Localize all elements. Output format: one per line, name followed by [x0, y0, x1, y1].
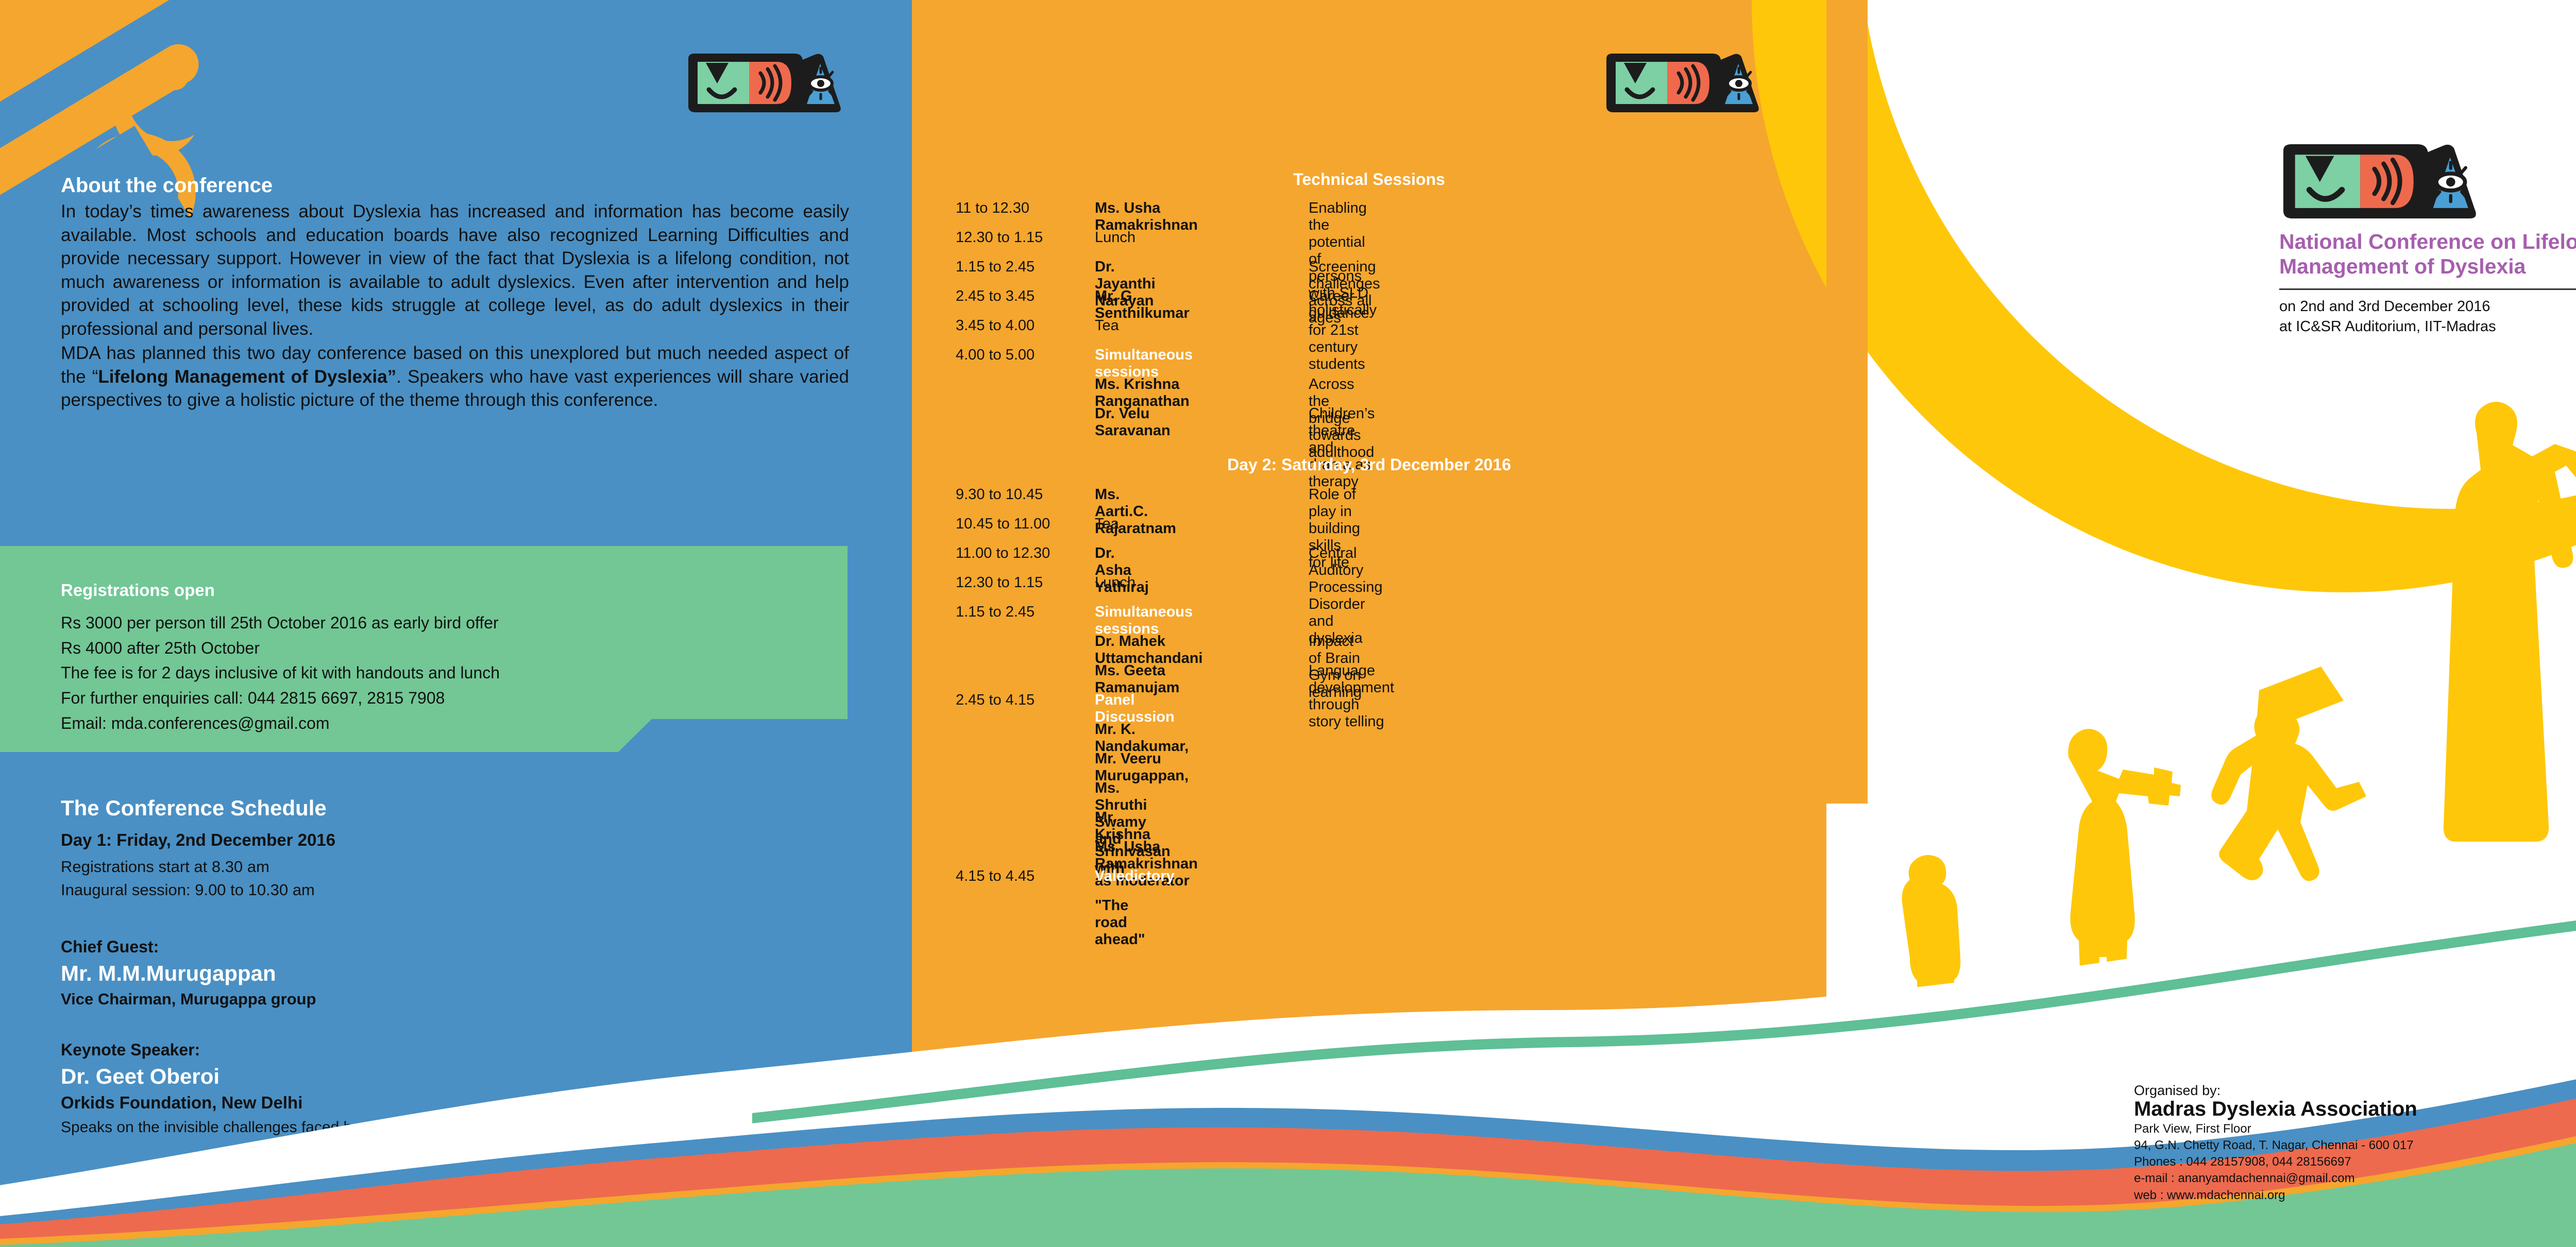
registration-line: For further enquiries call: 044 2815 669…	[61, 688, 445, 707]
chief-guest-label: Chief Guest:	[61, 937, 159, 956]
schedule-speaker: Tea	[1095, 516, 1119, 532]
schedule-speaker: Tea	[1095, 317, 1119, 334]
orange-edge-strip-decoration	[1826, 0, 1868, 804]
registration-line: The fee is for 2 days inclusive of kit w…	[61, 663, 500, 682]
schedule-speaker: Simultaneous sessions	[1095, 347, 1193, 380]
schedule-time: 3.45 to 4.00	[956, 317, 1035, 334]
schedule-speaker: Dr. Asha Yathiraj	[1095, 545, 1149, 595]
child-silhouette-icon	[1902, 855, 1961, 1020]
bottom-wave-decoration	[0, 856, 2576, 1247]
schedule-speaker: Lunch	[1095, 574, 1136, 591]
day1-heading: Day 1: Friday, 2nd December 2016	[61, 830, 336, 849]
schedule-speaker: Simultaneous sessions	[1095, 604, 1193, 637]
schedule-time: 12.30 to 1.15	[956, 574, 1043, 591]
technical-sessions-title: Technical Sessions	[1293, 170, 1445, 189]
about-paragraph-2: MDA has planned this two day conference …	[61, 341, 849, 412]
day2-schedule-title: Day 2: Saturday, 3rd December 2016	[1227, 455, 1511, 474]
schedule-speaker: Lunch	[1095, 229, 1136, 246]
about-p2-pre: MDA has planned this two day conference …	[61, 343, 849, 387]
registration-line: Rs 3000 per person till 25th October 201…	[61, 613, 499, 632]
schedule-time: 1.15 to 2.45	[956, 259, 1035, 275]
schedule-speaker: Ms. Shruthi Swamy and	[1095, 780, 1147, 847]
schedule-speaker: Ms. Usha Ramakrishnan	[1095, 200, 1198, 233]
conference-schedule-title: The Conference Schedule	[61, 796, 327, 820]
schedule-time: 2.45 to 3.45	[956, 288, 1035, 304]
schedule-topic: Central Auditory Processing Disorder and…	[1309, 545, 1383, 646]
registrations-start-line: Registrations start at 8.30 am	[61, 858, 269, 876]
registration-title: Registrations open	[61, 580, 215, 600]
organiser-block: Organised by: Madras Dyslexia Associatio…	[2134, 1083, 2526, 1204]
schedule-topic: Children’s theatre and drama as therapy	[1309, 405, 1375, 490]
about-p2-theme: Lifelong Management of Dyslexia”	[98, 366, 397, 387]
mda-logo-icon-middle	[1603, 52, 1762, 116]
schedule-time: 12.30 to 1.15	[956, 229, 1043, 246]
schedule-topic: Across the bridge towards adulthood	[1309, 376, 1375, 460]
schedule-speaker: Dr. Velu Saravanan	[1095, 405, 1171, 439]
mda-logo-icon-right	[2279, 142, 2480, 223]
schedule-speaker: Mr. Krishna Srinivasan with	[1095, 809, 1171, 877]
schedule-speaker: "The road ahead"	[1095, 897, 1145, 948]
conference-title: National Conference on Lifelong Manageme…	[2279, 230, 2576, 278]
wave-green-front	[0, 1143, 2576, 1247]
schedule-time: 2.45 to 4.15	[956, 692, 1035, 708]
organiser-web[interactable]: web : www.mdachennai.org	[2134, 1188, 2285, 1202]
conference-dates: on 2nd and 3rd December 2016	[2279, 298, 2490, 315]
schedule-speaker: Mr. K. Nandakumar,	[1095, 721, 1189, 755]
schedule-time: 11 to 12.30	[956, 200, 1029, 216]
schedule-time: 4.00 to 5.00	[956, 347, 1035, 363]
schedule-speaker: Ms. Usha Ramakrishnan as moderator	[1095, 839, 1198, 889]
schedule-topic: Enabling the potential of persons with S…	[1309, 200, 1377, 318]
about-section-title: About the conference	[61, 174, 273, 197]
schedule-speaker: Dr. Mahek Uttamchandani	[1095, 633, 1203, 667]
silhouette-illustration-group	[1826, 402, 2576, 1020]
schedule-time: 4.15 to 4.45	[956, 868, 1035, 884]
registration-details: Rs 3000 per person till 25th October 201…	[61, 610, 500, 736]
inaugural-session-line: Inaugural session: 9.00 to 10.30 am	[61, 881, 315, 899]
keynote-speaker-name: Dr. Geet Oberoi	[61, 1064, 220, 1088]
keynote-speaker-org: Orkids Foundation, New Delhi	[61, 1093, 303, 1112]
keynote-speaker-label: Keynote Speaker:	[61, 1040, 200, 1059]
registration-email[interactable]: Email: mda.conferences@gmail.com	[61, 713, 330, 732]
organised-by-label: Organised by:	[2134, 1083, 2221, 1098]
organiser-address-2: 94, G.N. Chetty Road, T. Nagar, Chennai …	[2134, 1138, 2414, 1153]
about-p2-post: . Speakers who have vast experiences wil…	[61, 366, 849, 411]
graduate-jumping-silhouette-icon	[2211, 667, 2366, 881]
schedule-topic: Language development through story telli…	[1309, 662, 1395, 730]
schedule-topic: Role of play in building skills for life	[1309, 486, 1360, 571]
schedule-speaker: Panel Discussion	[1095, 692, 1175, 725]
girl-with-trumpet-silhouette-icon	[2068, 729, 2181, 1020]
schedule-time: 1.15 to 2.45	[956, 604, 1035, 620]
registration-card	[0, 546, 848, 752]
schedule-topic: Impact of Brain Gym on learning	[1309, 633, 1362, 701]
schedule-time: 11.00 to 12.30	[956, 545, 1050, 561]
schedule-time: 9.30 to 10.45	[956, 486, 1043, 503]
organiser-email[interactable]: e-mail : ananyamdachennai@gmail.com	[2134, 1171, 2355, 1186]
organiser-name: Madras Dyslexia Association	[2134, 1098, 2417, 1120]
schedule-speaker: Ms. Krishna Ranganathan	[1095, 376, 1190, 409]
chief-guest-role: Vice Chairman, Murugappa group	[61, 990, 316, 1008]
schedule-topic: Screening challenges across all ages	[1309, 259, 1380, 326]
about-paragraph-1: In today’s times awareness about Dyslexi…	[61, 201, 849, 339]
schedule-speaker: Ms. Aarti.C. Rajaratnam	[1095, 486, 1176, 537]
organiser-phones: Phones : 044 28157908, 044 28156697	[2134, 1155, 2351, 1169]
conference-venue: at IC&SR Auditorium, IIT-Madras	[2279, 318, 2496, 335]
conference-date-venue: on 2nd and 3rd December 2016 at IC&SR Au…	[2279, 297, 2496, 336]
chief-guest-name: Mr. M.M.Murugappan	[61, 961, 276, 985]
mda-logo-icon-left	[685, 52, 844, 116]
wave-coral	[0, 1098, 2576, 1247]
schedule-speaker: Ms. Geeta Ramanujam	[1095, 662, 1180, 696]
about-section-body: In today’s times awareness about Dyslexi…	[61, 200, 849, 413]
schedule-speaker: Mr. G. Senthilkumar	[1095, 288, 1190, 321]
schedule-speaker: Mr. Veeru Murugappan,	[1095, 750, 1189, 784]
title-divider	[2279, 288, 2576, 290]
schedule-speaker: Valedictory	[1095, 868, 1175, 884]
woman-silhouette-icon	[2443, 402, 2576, 842]
organiser-address-1: Park View, First Floor	[2134, 1122, 2251, 1136]
registration-line: Rs 4000 after 25th October	[61, 638, 260, 657]
schedule-time: 10.45 to 11.00	[956, 516, 1050, 532]
schedule-topic: Career guidance for 21st century student…	[1309, 288, 1369, 372]
schedule-speaker: Dr. Jayanthi Narayan	[1095, 259, 1156, 309]
